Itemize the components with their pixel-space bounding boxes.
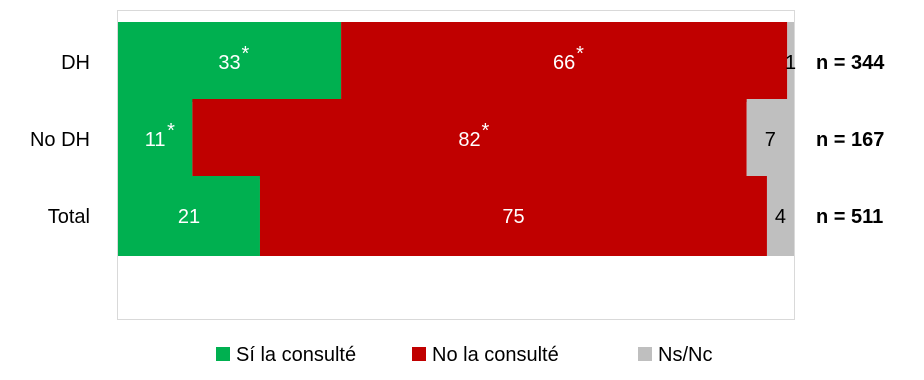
category-label: Total (48, 206, 90, 228)
bar-segment (341, 22, 788, 102)
legend-swatch (412, 347, 426, 361)
data-label: 11 (145, 129, 166, 151)
legend-label: Ns/Nc (658, 344, 712, 366)
bar-segment (766, 176, 794, 256)
bar-segment (746, 99, 794, 179)
data-label: 4 (775, 206, 786, 228)
sample-size-label: n = 167 (816, 129, 884, 151)
bar-segment (118, 176, 260, 256)
legend-label: Sí la consulté (236, 344, 356, 366)
data-label: 82 (458, 129, 480, 151)
plot-area-border (117, 10, 795, 320)
data-label: 33 (218, 52, 240, 74)
bar-segment (787, 22, 794, 102)
bars (118, 22, 794, 256)
significance-marker: * (482, 120, 490, 142)
significance-marker: * (242, 43, 250, 65)
category-label: DH (61, 52, 90, 74)
category-labels: DH No DH Total (30, 52, 90, 228)
category-label: No DH (30, 129, 90, 151)
legend: Sí la consulté No la consulté Ns/Nc (216, 344, 712, 366)
sample-size-label: n = 511 (816, 206, 883, 228)
legend-swatch (216, 347, 230, 361)
legend-label: No la consulté (432, 344, 559, 366)
bar-segment (118, 22, 342, 102)
value-labels: 33 * 66 * 111 * 82 * 721 75 4 (145, 43, 796, 228)
data-label: 75 (502, 206, 524, 228)
bar-segment (118, 99, 193, 179)
sample-size-labels: n = 344 n = 167 n = 511 (816, 52, 885, 228)
data-label: 1 (785, 52, 796, 74)
data-label: 66 (553, 52, 575, 74)
bar-segment (192, 99, 747, 179)
significance-marker: * (576, 43, 584, 65)
legend-swatch (638, 347, 652, 361)
data-label: 7 (765, 129, 776, 151)
data-label: 21 (178, 206, 200, 228)
sample-size-label: n = 344 (816, 52, 885, 74)
significance-marker: * (167, 120, 175, 142)
bar-segment (259, 176, 767, 256)
